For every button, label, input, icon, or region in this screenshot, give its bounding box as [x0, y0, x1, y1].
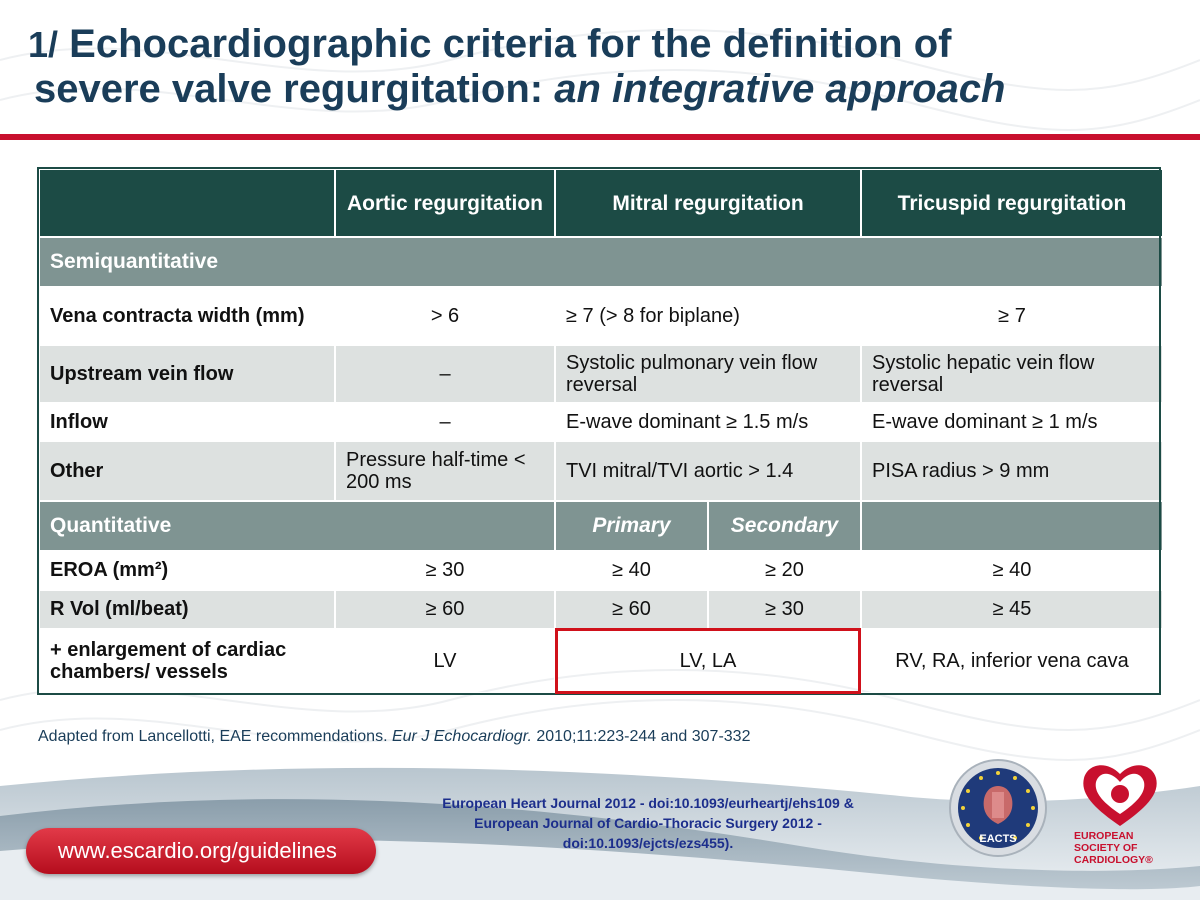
cell-aortic: –: [334, 402, 556, 442]
cell-mitral-secondary: ≥ 30: [707, 589, 862, 630]
cell-tricuspid: RV, RA, inferior vena cava: [860, 628, 1164, 694]
references: European Heart Journal 2012 - doi:10.109…: [368, 793, 928, 853]
cell-mitral-primary: ≥ 60: [554, 589, 709, 630]
row-label: Inflow: [38, 402, 336, 442]
header-aortic: Aortic regurgitation: [334, 168, 556, 238]
row-label: EROA (mm²): [38, 550, 336, 591]
criteria-table: Aortic regurgitation Mitral regurgitatio…: [38, 168, 1164, 694]
cell-mitral: Systolic pulmonary vein flow reversal: [554, 344, 862, 404]
cell-tricuspid: ≥ 45: [860, 589, 1164, 630]
esc-text-line: SOCIETY OF: [1074, 842, 1138, 854]
cell-mitral: LV, LA: [554, 628, 862, 694]
section-quantitative: Quantitative Primary Secondary: [38, 500, 1164, 552]
esc-heart-logo: [1083, 765, 1157, 826]
footnote: Adapted from Lancellotti, EAE recommenda…: [38, 728, 750, 746]
cell-mitral: E-wave dominant ≥ 1.5 m/s: [554, 402, 862, 442]
cell-mitral-secondary: ≥ 20: [707, 550, 862, 591]
row-label: Vena contracta width (mm): [38, 286, 336, 346]
footnote-suffix: 2010;11:223-244 and 307-332: [536, 728, 751, 745]
header-tricuspid: Tricuspid regurgitation: [860, 168, 1164, 238]
title-line2-plain: severe valve regurgitation:: [34, 67, 544, 111]
table-row: R Vol (ml/beat) ≥ 60 ≥ 60 ≥ 30 ≥ 45: [38, 589, 1164, 630]
section-label: Quantitative: [38, 500, 556, 552]
row-label: Other: [38, 440, 336, 502]
reference-line: doi:10.1093/ejcts/ezs455).: [562, 835, 734, 851]
title-line1-text: Echocardiographic criteria for the defin…: [69, 22, 952, 66]
guidelines-link-button[interactable]: www.escardio.org/guidelines: [26, 828, 376, 874]
section-empty: [860, 500, 1164, 552]
reference-line: European Heart Journal 2012 - doi:10.109…: [442, 795, 854, 811]
cell-tricuspid: Systolic hepatic vein flow reversal: [860, 344, 1164, 404]
subheader-secondary: Secondary: [707, 500, 862, 552]
title-line2-italic: an integrative approach: [554, 67, 1006, 111]
row-label: + enlargement of cardiac chambers/ vesse…: [38, 628, 336, 694]
cell-aortic: –: [334, 344, 556, 404]
title-line-2: severe valve regurgitation: an integrati…: [28, 67, 1178, 111]
title-line-1: 1/ Echocardiographic criteria for the de…: [28, 22, 1178, 67]
table-row: Upstream vein flow – Systolic pulmonary …: [38, 344, 1164, 404]
table-row: + enlargement of cardiac chambers/ vesse…: [38, 628, 1164, 694]
cell-tricuspid: ≥ 7: [860, 286, 1164, 346]
table-header-row: Aortic regurgitation Mitral regurgitatio…: [38, 168, 1164, 238]
cell-aortic: LV: [334, 628, 556, 694]
esc-logo-text: EUROPEAN SOCIETY OF CARDIOLOGY®: [1074, 830, 1174, 866]
section-label: Semiquantitative: [38, 236, 1164, 288]
title-number: 1/: [28, 24, 59, 65]
row-label: R Vol (ml/beat): [38, 589, 336, 630]
reference-line: European Journal of Cardio-Thoracic Surg…: [474, 815, 822, 831]
cell-mitral: ≥ 7 (> 8 for biplane): [554, 286, 862, 346]
eacts-logo: EACTS: [949, 759, 1047, 857]
table-row: Other Pressure half-time < 200 ms TVI mi…: [38, 440, 1164, 502]
footnote-prefix: Adapted from Lancellotti, EAE recommenda…: [38, 728, 388, 745]
table-row: Vena contracta width (mm) > 6 ≥ 7 (> 8 f…: [38, 286, 1164, 346]
cell-mitral: TVI mitral/TVI aortic > 1.4: [554, 440, 862, 502]
cell-aortic: ≥ 30: [334, 550, 556, 591]
section-semiquantitative: Semiquantitative: [38, 236, 1164, 288]
cell-mitral-primary: ≥ 40: [554, 550, 709, 591]
title-divider: [0, 134, 1200, 140]
subheader-primary: Primary: [554, 500, 709, 552]
table-row: Inflow – E-wave dominant ≥ 1.5 m/s E-wav…: [38, 402, 1164, 442]
cell-aortic: ≥ 60: [334, 589, 556, 630]
eacts-logo-text: EACTS: [979, 833, 1016, 845]
cell-aortic: > 6: [334, 286, 556, 346]
cell-tricuspid: ≥ 40: [860, 550, 1164, 591]
cell-tricuspid: PISA radius > 9 mm: [860, 440, 1164, 502]
table-row: EROA (mm²) ≥ 30 ≥ 40 ≥ 20 ≥ 40: [38, 550, 1164, 591]
cell-aortic: Pressure half-time < 200 ms: [334, 440, 556, 502]
cell-tricuspid: E-wave dominant ≥ 1 m/s: [860, 402, 1164, 442]
esc-text-line: EUROPEAN: [1074, 830, 1134, 842]
footnote-journal: Eur J Echocardiogr.: [391, 728, 532, 745]
row-label: Upstream vein flow: [38, 344, 336, 404]
slide-title: 1/ Echocardiographic criteria for the de…: [28, 22, 1178, 111]
header-mitral: Mitral regurgitation: [554, 168, 862, 238]
esc-text-line: CARDIOLOGY®: [1074, 854, 1153, 866]
header-empty: [38, 168, 336, 238]
